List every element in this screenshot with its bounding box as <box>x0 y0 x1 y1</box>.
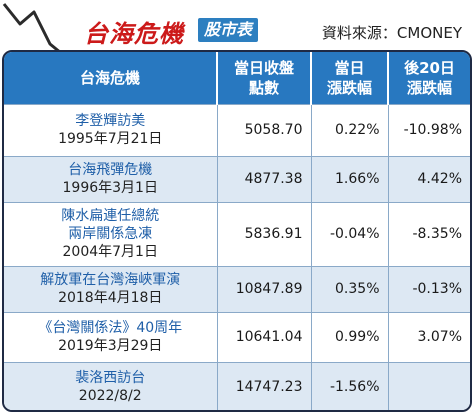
event-cell: 台海飛彈危機 1996年3月1日 <box>4 155 218 202</box>
col-header-day-change: 當日 漲跌幅 <box>311 52 389 104</box>
event-name-line2: 兩岸關係急凍 <box>68 226 153 242</box>
after20-change-cell: 3.07% <box>388 311 470 362</box>
event-cell: 解放軍在台灣海峽軍演 2018年4月18日 <box>4 265 218 312</box>
event-date: 2018年4月18日 <box>58 290 163 306</box>
event-name: 解放軍在台灣海峽軍演 <box>40 272 181 288</box>
table-header-row: 台海危機 當日收盤 點數 當日 漲跌幅 後20日 漲跌幅 <box>4 52 470 104</box>
close-cell: 4877.38 <box>217 155 312 202</box>
table-row: 台海飛彈危機 1996年3月1日 4877.38 1.66% 4.42% <box>4 155 470 202</box>
after20-change-cell: -8.35% <box>388 201 470 266</box>
event-date: 2004年7月1日 <box>62 244 158 260</box>
event-name: 李登輝訪美 <box>75 113 146 129</box>
event-name: 陳水扁連任總統 <box>61 208 160 224</box>
table-row: 《台灣關係法》40周年 2019年3月29日 10641.04 0.99% 3.… <box>4 311 470 362</box>
data-table-container: 台海危機 當日收盤 點數 當日 漲跌幅 後20日 漲跌幅 李登輝訪美 1995年7月2… <box>2 50 472 412</box>
event-name: 台海飛彈危機 <box>68 162 153 178</box>
event-cell: 李登輝訪美 1995年7月21日 <box>4 103 218 156</box>
after20-change-cell: 4.42% <box>388 155 470 202</box>
col-header-event: 台海危機 <box>4 52 218 104</box>
source-note: 資料來源：CMONEY <box>321 24 462 42</box>
day-change-cell: -1.56% <box>311 361 389 410</box>
close-cell: 10641.04 <box>217 311 312 362</box>
day-change-cell: 1.66% <box>311 155 389 202</box>
page-title: 台海危機 <box>84 20 184 48</box>
col-header-close: 當日收盤 點數 <box>217 52 312 104</box>
after20-change-cell <box>388 361 470 410</box>
event-cell: 《台灣關係法》40周年 2019年3月29日 <box>4 311 218 362</box>
event-name: 裴洛西訪台 <box>75 370 146 387</box>
event-date: 2022/8/2 <box>78 388 142 405</box>
event-date: 2019年3月29日 <box>58 338 163 354</box>
close-cell: 10847.89 <box>217 265 312 312</box>
event-cell: 裴洛西訪台 2022/8/2 <box>4 361 218 410</box>
table-row: 陳水扁連任總統 兩岸關係急凍 2004年7月1日 5836.91 -0.04% … <box>4 201 470 266</box>
crisis-table: 台海危機 當日收盤 點數 當日 漲跌幅 後20日 漲跌幅 李登輝訪美 1995年7月2… <box>4 52 470 410</box>
after20-change-cell: -0.13% <box>388 265 470 312</box>
close-cell: 14747.23 <box>217 361 312 410</box>
event-date: 1996年3月1日 <box>62 180 158 196</box>
day-change-cell: 0.22% <box>311 103 389 156</box>
event-name: 《台灣關係法》40周年 <box>38 320 183 336</box>
col-header-20day-change: 後20日 漲跌幅 <box>388 52 470 104</box>
day-change-cell: 0.35% <box>311 265 389 312</box>
after20-change-cell: -10.98% <box>388 103 470 156</box>
table-row: 李登輝訪美 1995年7月21日 5058.70 0.22% -10.98% <box>4 103 470 156</box>
close-cell: 5058.70 <box>217 103 312 156</box>
table-row: 裴洛西訪台 2022/8/2 14747.23 -1.56% <box>4 361 470 410</box>
close-cell: 5836.91 <box>217 201 312 266</box>
title-tag: 股市表 <box>198 18 259 42</box>
event-cell: 陳水扁連任總統 兩岸關係急凍 2004年7月1日 <box>4 201 218 266</box>
day-change-cell: -0.04% <box>311 201 389 266</box>
event-date: 1995年7月21日 <box>58 131 163 147</box>
day-change-cell: 0.99% <box>311 311 389 362</box>
table-row: 解放軍在台灣海峽軍演 2018年4月18日 10847.89 0.35% -0.… <box>4 265 470 312</box>
